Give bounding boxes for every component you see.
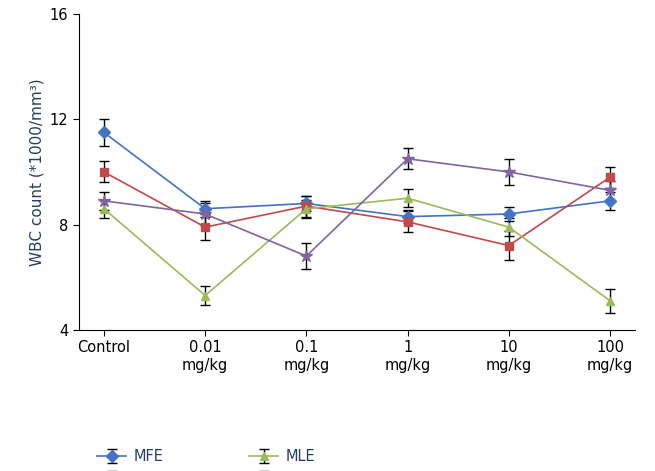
Legend: MFE, MFW, MLE, MLW: MFE, MFW, MLE, MLW xyxy=(97,449,319,471)
Y-axis label: WBC count (*1000/mm³): WBC count (*1000/mm³) xyxy=(29,78,44,266)
